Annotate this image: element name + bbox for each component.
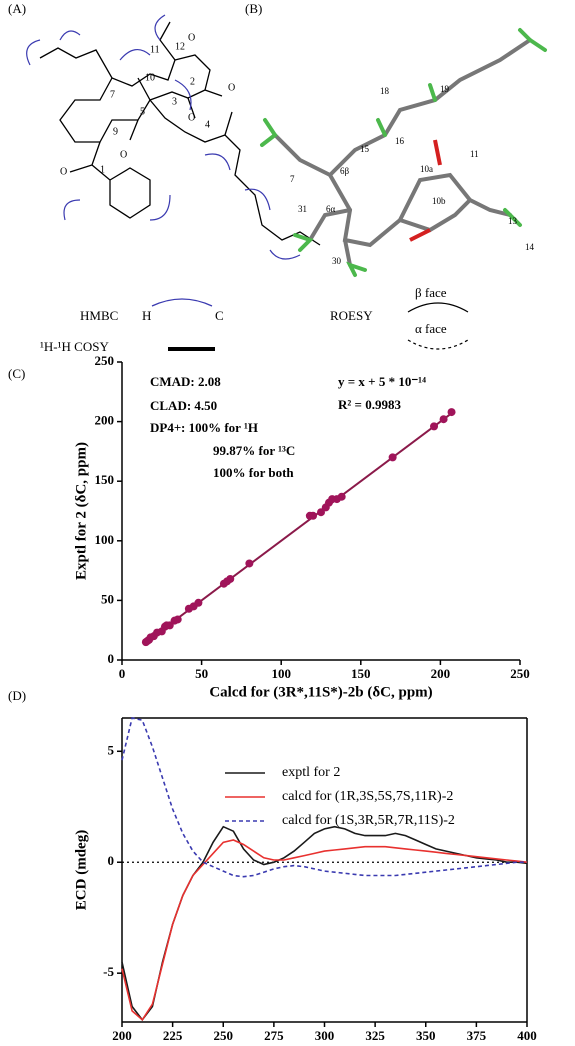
annotation: 100% for both xyxy=(213,465,294,480)
atom-label: 6α xyxy=(326,204,336,214)
x-tick-label: 225 xyxy=(163,1028,183,1043)
legend-text: ¹H-¹H COSY xyxy=(40,339,109,354)
data-point xyxy=(245,559,253,567)
legend-label: calcd for (1R,3S,5S,7S,11R)-2 xyxy=(282,789,453,804)
atom-label: 3 xyxy=(172,96,177,107)
legend-text: ROESY xyxy=(330,308,373,323)
atom-label: 13 xyxy=(508,216,518,226)
x-tick-label: 400 xyxy=(517,1028,537,1043)
x-tick-label: 250 xyxy=(510,666,530,681)
data-point xyxy=(338,493,346,501)
y-tick-label: 0 xyxy=(108,853,115,868)
annotation: y = x + 5 * 10⁻¹⁴ xyxy=(338,374,426,389)
x-tick-label: 100 xyxy=(271,666,291,681)
x-tick-label: 150 xyxy=(351,666,371,681)
y-axis-label: ECD (mdeg) xyxy=(73,830,89,910)
y-tick-label: 100 xyxy=(95,532,115,547)
y-tick-label: 150 xyxy=(95,472,115,487)
legend-label: exptl for 2 xyxy=(282,765,340,780)
data-point xyxy=(226,575,234,583)
x-tick-label: 325 xyxy=(365,1028,385,1043)
atom-label: 15 xyxy=(360,144,370,154)
panel-label: (B) xyxy=(245,1,262,16)
atom-label: 10 xyxy=(145,72,155,83)
x-tick-label: 375 xyxy=(467,1028,487,1043)
structure-a xyxy=(40,22,320,245)
x-axis-label: Calcd for (3R*,11S*)-2b (δC, ppm) xyxy=(209,684,432,700)
x-tick-label: 200 xyxy=(112,1028,132,1043)
y-tick-label: 5 xyxy=(108,742,115,757)
atom-label: O xyxy=(228,82,235,93)
x-tick-label: 350 xyxy=(416,1028,436,1043)
atom-label: 16 xyxy=(395,136,405,146)
data-point xyxy=(430,422,438,430)
annotation: CLAD: 4.50 xyxy=(150,398,217,413)
atom-label: 4 xyxy=(205,119,210,130)
atom-label: 9 xyxy=(113,126,118,137)
atom-label: 19 xyxy=(440,84,450,94)
atom-label: O xyxy=(120,149,127,160)
data-point xyxy=(440,415,448,423)
atom-label: O xyxy=(188,32,195,43)
x-tick-label: 250 xyxy=(214,1028,234,1043)
legend-label: calcd for (1S,3R,5R,7R,11S)-2 xyxy=(282,813,455,828)
y-tick-label: 0 xyxy=(108,651,115,666)
atom-label: 5 xyxy=(140,106,145,117)
atom-label: 11 xyxy=(150,44,160,55)
data-point xyxy=(174,615,182,623)
x-tick-label: 200 xyxy=(431,666,451,681)
atom-label: 1 xyxy=(100,164,105,175)
y-tick-label: 50 xyxy=(101,591,114,606)
ecd-line xyxy=(122,840,527,1020)
x-tick-label: 0 xyxy=(119,666,126,681)
y-tick-label: -5 xyxy=(103,964,114,979)
legend-text: C xyxy=(215,308,224,323)
data-point xyxy=(194,599,202,607)
structure-b-h xyxy=(262,30,545,275)
panel-label: (D) xyxy=(8,688,26,703)
annotation: DP4+ xyxy=(150,420,181,435)
data-point xyxy=(448,408,456,416)
data-point xyxy=(309,512,317,520)
atom-label: 10b xyxy=(432,196,446,206)
atom-label: 6β xyxy=(340,166,350,176)
y-tick-label: 250 xyxy=(95,353,115,368)
annotation: 99.87% for ¹³C xyxy=(213,443,295,458)
atom-label: 10a xyxy=(420,164,433,174)
annotation: CMAD: 2.08 xyxy=(150,374,221,389)
atom-label: 12 xyxy=(175,41,185,52)
atom-label: 7 xyxy=(110,89,115,100)
atom-label: 2 xyxy=(190,76,195,87)
annotation: : 100% for ¹H xyxy=(181,420,258,435)
data-point xyxy=(389,453,397,461)
legend-text: α face xyxy=(415,321,447,336)
hmbc-arrows xyxy=(27,15,300,259)
panel-label: (C) xyxy=(8,366,25,381)
legend-text: β face xyxy=(415,285,447,300)
structure-b xyxy=(275,40,530,265)
atom-label: 7 xyxy=(290,174,295,184)
atom-label: 18 xyxy=(380,86,390,96)
atom-label: 11 xyxy=(470,149,479,159)
x-tick-label: 50 xyxy=(195,666,208,681)
legend-text: HMBC xyxy=(80,308,118,323)
atom-label: O xyxy=(60,166,67,177)
annotation: R² = 0.9983 xyxy=(338,397,401,412)
y-axis-label: Exptl for 2 (δC, ppm) xyxy=(73,442,89,580)
atom-label: 31 xyxy=(298,204,307,214)
atom-label: O xyxy=(188,112,195,123)
page: {"panel_a": {"label": "(A)", "atom_label… xyxy=(0,0,575,1046)
x-tick-label: 275 xyxy=(264,1028,284,1043)
y-tick-label: 200 xyxy=(95,413,115,428)
atom-label: 30 xyxy=(332,256,342,266)
atom-label: 14 xyxy=(525,242,535,252)
x-tick-label: 300 xyxy=(315,1028,335,1043)
legend-text: H xyxy=(142,308,151,323)
figure: (A) (B) HMBC H C ¹H-¹H COSY ROESY β face… xyxy=(0,0,575,1046)
panel-label: (A) xyxy=(8,1,26,16)
